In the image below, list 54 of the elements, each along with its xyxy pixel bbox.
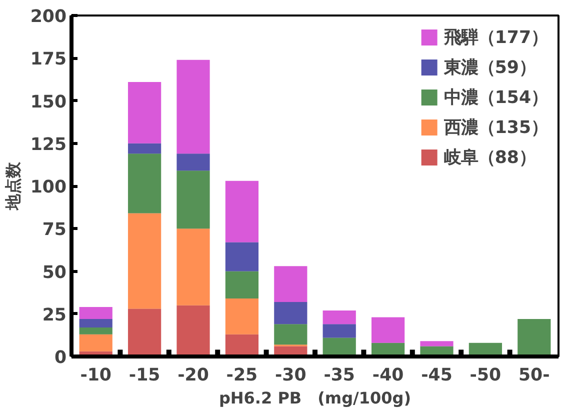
bar	[79, 328, 112, 334]
x-tick-label: -20	[178, 366, 209, 386]
x-tick-label: -35	[324, 366, 356, 386]
legend-label: 西濃（135）	[444, 117, 548, 139]
bar	[371, 317, 405, 343]
bar	[176, 60, 210, 154]
bar	[225, 271, 259, 299]
x-tick-label: -25	[226, 366, 258, 386]
bar	[225, 180, 259, 242]
x-tick-label: -40	[372, 366, 404, 386]
bar	[176, 170, 210, 229]
bar	[79, 334, 112, 352]
y-tick-label: 75	[42, 220, 67, 240]
bar	[128, 82, 162, 144]
y-tick-label: 125	[30, 134, 66, 155]
bar	[225, 298, 259, 334]
x-tick-label: -10	[80, 366, 112, 386]
y-tick-label: 150	[30, 92, 66, 112]
y-tick-label: 100	[30, 178, 66, 198]
bar	[274, 266, 308, 302]
bar	[79, 307, 112, 319]
y-tick-label: 50	[42, 262, 67, 283]
bar	[128, 143, 162, 154]
bar	[79, 318, 112, 328]
bar	[128, 308, 162, 356]
x-axis-title: pH6.2 PB (mg/100g)	[218, 388, 412, 408]
x-tick-label: -45	[421, 366, 452, 386]
bar	[322, 324, 356, 338]
legend-label: 中濃（154）	[444, 87, 548, 109]
bar	[128, 213, 162, 309]
bar	[420, 341, 454, 346]
y-tick-label: 25	[42, 305, 67, 326]
y-tick-label: 200	[30, 7, 66, 27]
x-tick-label: -30	[274, 366, 306, 386]
x-tick-label: -15	[128, 366, 160, 386]
bar	[518, 318, 551, 356]
legend-label: 岐阜（88）	[444, 147, 536, 169]
bar	[225, 334, 259, 356]
y-tick-label: 175	[30, 50, 66, 70]
bar	[274, 324, 308, 345]
y-axis-title: 地点数	[3, 161, 22, 211]
legend-label: 東濃（59）	[444, 57, 536, 79]
bar	[225, 242, 259, 272]
bar	[176, 154, 210, 171]
bar	[274, 302, 308, 324]
x-tick-label: 50-	[518, 366, 550, 386]
bar	[176, 228, 210, 306]
bar	[322, 310, 356, 324]
bar	[128, 154, 162, 214]
legend-label: 飛騨（177）	[444, 27, 548, 49]
y-tick-label: 0	[54, 348, 67, 368]
x-tick-label: -50	[470, 366, 502, 386]
bar	[176, 305, 210, 356]
bar	[322, 338, 356, 356]
